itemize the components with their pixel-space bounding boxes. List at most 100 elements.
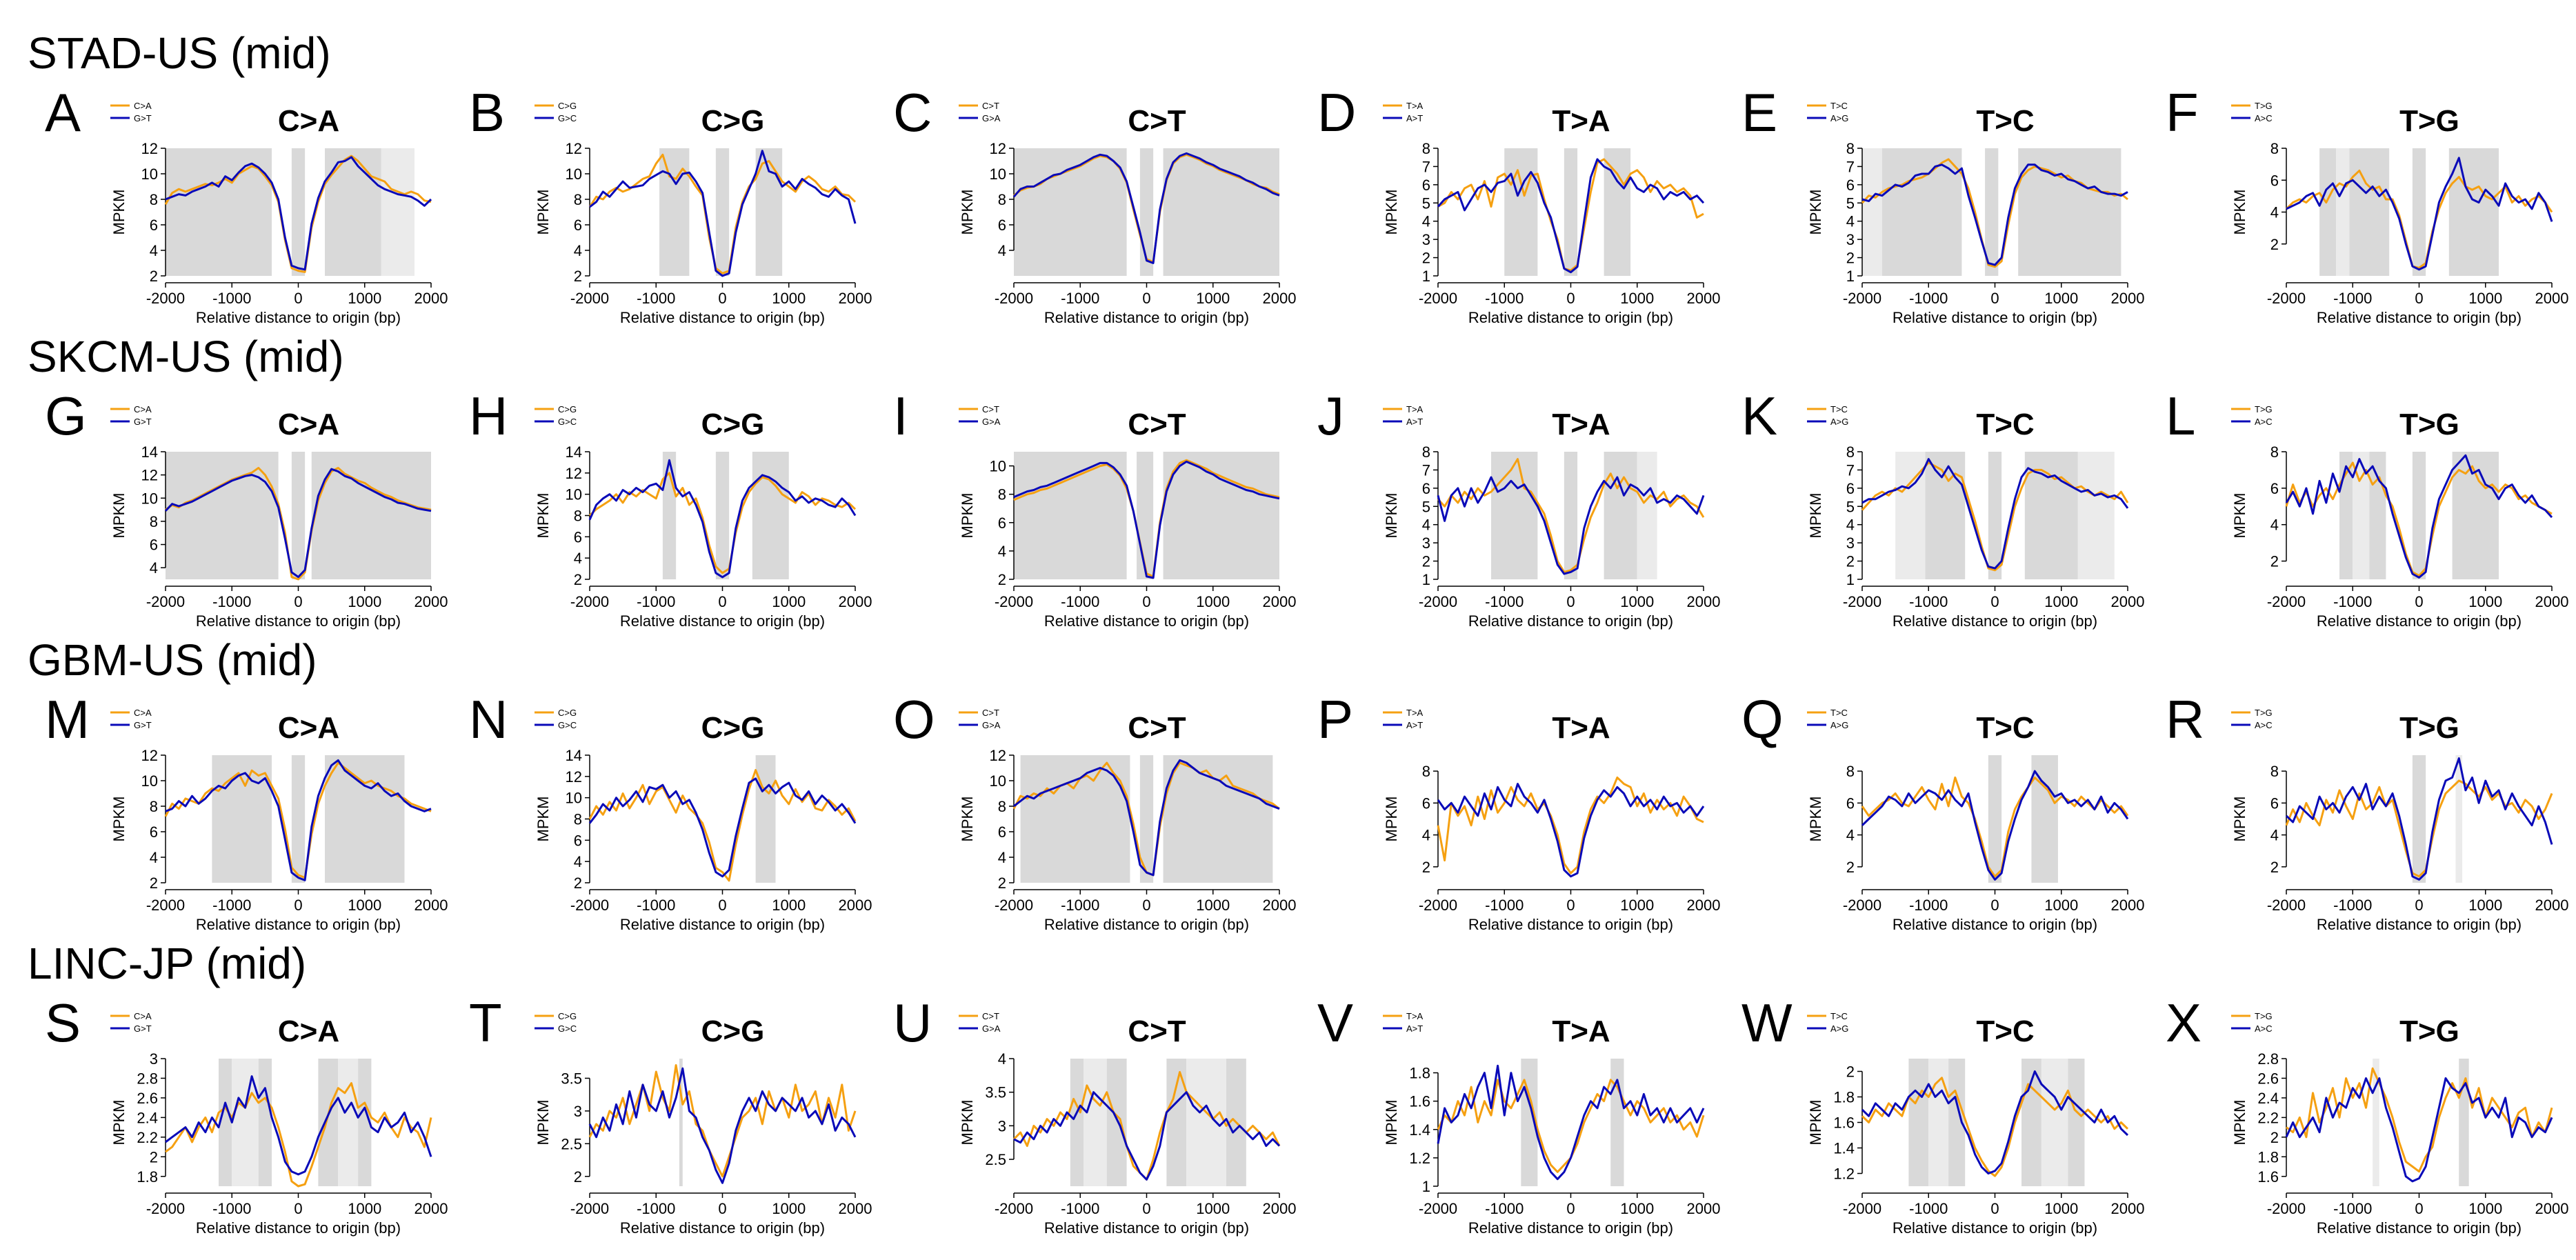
y-tick-label: 8: [998, 191, 1006, 208]
x-tick-label: -1000: [1909, 1200, 1948, 1217]
x-tick-label: 1000: [1620, 1200, 1654, 1217]
x-tick-label: 0: [1566, 290, 1575, 307]
y-tick-label: 1: [1422, 1178, 1430, 1195]
panel-title: C>T: [1128, 711, 1186, 745]
y-tick-label: 10: [566, 790, 582, 807]
legend-label: G>T: [134, 1023, 152, 1034]
x-tick-label: 2000: [415, 290, 448, 307]
series-line-2: [588, 777, 857, 878]
y-tick-label: 4: [1422, 213, 1430, 230]
y-tick-label: 3: [998, 1117, 1006, 1134]
x-axis-label: Relative distance to origin (bp): [1468, 1219, 1673, 1237]
y-tick-label: 3.5: [985, 1084, 1006, 1101]
legend-label: C>A: [134, 708, 152, 718]
x-tick-label: 2000: [839, 897, 872, 914]
panel-letter: S: [45, 992, 81, 1053]
y-axis-label: MPKM: [1383, 797, 1400, 842]
series-line-1: [165, 1082, 432, 1188]
legend-label: C>A: [134, 101, 152, 111]
x-tick-label: 0: [1566, 593, 1575, 610]
series-line-2: [2285, 1077, 2553, 1183]
x-tick-label: 2000: [2535, 897, 2569, 914]
panel-letter: X: [2166, 992, 2201, 1053]
x-tick-label: 2000: [1687, 897, 1721, 914]
panel-letter: B: [469, 82, 505, 143]
significance-band: [232, 1059, 259, 1186]
significance-band: [1637, 452, 1657, 579]
x-tick-label: 2000: [1263, 290, 1297, 307]
legend-label: T>C: [1830, 404, 1848, 414]
x-tick-label: 1000: [2468, 1200, 2502, 1217]
x-tick-label: -2000: [995, 1200, 1033, 1217]
panel-letter: I: [893, 386, 908, 446]
y-tick-label: 1.8: [1409, 1065, 1430, 1082]
significance-band: [358, 1059, 372, 1186]
y-tick-label: 2: [998, 874, 1006, 892]
significance-band: [755, 755, 776, 883]
y-tick-label: 4: [998, 1050, 1006, 1068]
y-tick-label: 4: [574, 550, 582, 567]
series-line-2: [1437, 783, 1705, 878]
legend-label: G>C: [558, 1023, 577, 1034]
significance-band: [715, 452, 730, 579]
legend-label: G>A: [982, 113, 1001, 123]
y-tick-label: 1.2: [1833, 1166, 1855, 1183]
series-line-2: [2285, 757, 2553, 881]
x-tick-label: -1000: [1909, 290, 1948, 307]
legend-label: G>T: [134, 113, 152, 123]
y-axis-label: MPKM: [959, 190, 976, 235]
y-tick-label: 2: [2270, 859, 2279, 876]
y-tick-label: 10: [990, 772, 1006, 790]
y-tick-label: 2: [2270, 553, 2279, 570]
panel-letter: P: [1317, 689, 1353, 750]
panel-p: P T>A A>T T>A 2 4 6 8 -2000 -1000 0 1000 2000 Relativ…: [1317, 689, 1721, 933]
x-axis-label: Relative distance to origin (bp): [1044, 1219, 1249, 1237]
panel-title: C>A: [278, 711, 339, 745]
x-tick-label: 1000: [1196, 1200, 1230, 1217]
x-tick-label: 0: [718, 1200, 726, 1217]
y-tick-label: 7: [1846, 158, 1855, 175]
x-tick-label: -2000: [570, 290, 609, 307]
y-axis-label: MPKM: [959, 1100, 976, 1146]
y-tick-label: 12: [141, 747, 158, 764]
x-axis-label: Relative distance to origin (bp): [620, 612, 825, 630]
y-tick-label: 1.8: [137, 1168, 158, 1186]
x-tick-label: 1000: [2468, 593, 2502, 610]
y-tick-label: 2: [574, 1168, 582, 1186]
y-tick-label: 8: [2270, 763, 2279, 780]
y-tick-label: 10: [141, 772, 158, 790]
legend-label: C>A: [134, 1011, 152, 1021]
x-tick-label: -2000: [1843, 593, 1881, 610]
significance-band: [2369, 452, 2386, 579]
legend-label: T>A: [1406, 708, 1424, 718]
x-tick-label: 1000: [1620, 593, 1654, 610]
row-title-skcm: SKCM-US (mid): [28, 332, 344, 381]
y-axis-label: MPKM: [535, 797, 552, 842]
x-tick-label: -1000: [212, 290, 251, 307]
series-line-2: [588, 459, 857, 579]
panel-q: Q T>C A>G T>C 2 4 6 8 -2000 -1000 0 1000 2000 Relativ…: [1741, 689, 2144, 933]
y-tick-label: 8: [1846, 443, 1855, 461]
x-tick-label: 1000: [2468, 290, 2502, 307]
panel-title: C>G: [701, 711, 765, 745]
x-tick-label: 2000: [2111, 593, 2145, 610]
x-tick-label: 2000: [1687, 290, 1721, 307]
y-tick-label: 2.8: [137, 1070, 158, 1087]
x-tick-label: 0: [1142, 593, 1150, 610]
y-tick-label: 4: [998, 543, 1006, 560]
significance-band: [2339, 452, 2353, 579]
significance-band: [1881, 148, 1962, 276]
x-tick-label: 1000: [772, 290, 806, 307]
legend-label: T>G: [2255, 708, 2273, 718]
y-tick-label: 8: [574, 191, 582, 208]
y-tick-label: 8: [1846, 140, 1855, 157]
x-tick-label: -2000: [570, 897, 609, 914]
x-tick-label: 0: [1990, 897, 1999, 914]
significance-band: [715, 148, 730, 276]
y-tick-label: 8: [574, 508, 582, 525]
y-tick-label: 12: [141, 467, 158, 484]
y-tick-label: 4: [1422, 517, 1430, 534]
y-tick-label: 4: [2270, 517, 2279, 534]
x-tick-label: 0: [718, 290, 726, 307]
